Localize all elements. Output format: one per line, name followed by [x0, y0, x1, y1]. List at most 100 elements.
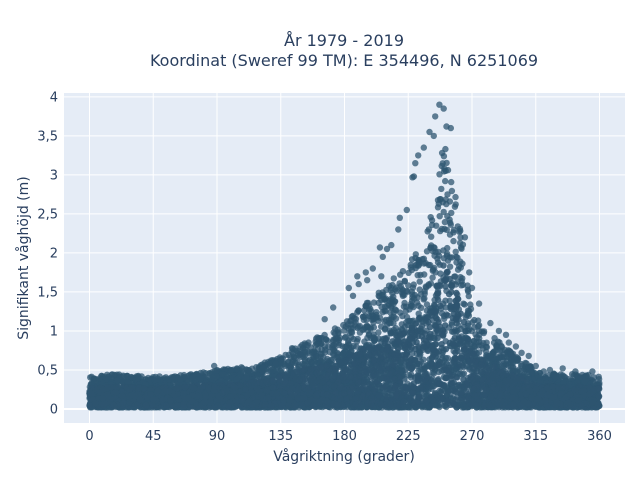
scatter-point — [418, 304, 425, 311]
scatter-points — [86, 101, 603, 411]
scatter-point — [460, 300, 467, 307]
scatter-point — [239, 365, 246, 372]
scatter-point — [453, 253, 460, 261]
scatter-point — [334, 326, 341, 333]
scatter-point — [478, 328, 486, 335]
scatter-point — [457, 244, 465, 251]
scatter-point — [483, 352, 490, 359]
scatter-point — [420, 356, 427, 363]
scatter-point — [389, 290, 396, 297]
scatter-point — [310, 348, 318, 355]
scatter-point — [438, 185, 445, 193]
scatter-point — [410, 281, 417, 288]
scatter-point — [237, 371, 244, 378]
scatter-point — [401, 277, 408, 285]
scatter-point — [209, 376, 216, 383]
scatter-point — [409, 294, 416, 301]
scatter-point — [312, 342, 319, 349]
scatter-point — [113, 377, 121, 384]
scatter-point — [96, 375, 103, 382]
scatter-point — [525, 364, 533, 371]
scatter-point — [146, 377, 154, 384]
scatter-point — [595, 373, 602, 380]
scatter-point — [392, 315, 400, 322]
scatter-point — [305, 339, 312, 346]
scatter-point — [332, 335, 339, 342]
scatter-point — [354, 335, 361, 343]
scatter-point — [493, 353, 500, 360]
scatter-point — [233, 365, 241, 373]
scatter-point — [518, 360, 525, 368]
scatter-point — [317, 357, 324, 364]
scatter-point — [436, 402, 443, 409]
scatter-point — [356, 322, 363, 330]
scatter-point — [423, 301, 431, 308]
scatter-point — [436, 213, 443, 220]
scatter-point — [453, 259, 460, 266]
scatter-point — [446, 263, 454, 270]
scatter-point — [375, 329, 382, 336]
scatter-point — [493, 346, 500, 354]
scatter-point — [444, 191, 451, 198]
scatter-point — [410, 303, 417, 311]
scatter-point — [289, 345, 296, 353]
scatter-point — [342, 333, 349, 341]
scatter-point — [421, 290, 428, 297]
scatter-point — [413, 262, 420, 269]
scatter-point — [390, 320, 397, 327]
scatter-point — [270, 367, 277, 374]
scatter-point — [428, 233, 435, 240]
scatter-point — [471, 343, 479, 350]
scatter-point — [162, 374, 170, 381]
scatter-point — [420, 296, 427, 303]
scatter-point — [590, 378, 597, 386]
scatter-point — [447, 221, 454, 228]
scatter-point — [397, 309, 404, 316]
scatter-point — [446, 297, 453, 304]
scatter-point — [381, 318, 388, 325]
scatter-point — [427, 261, 434, 269]
scatter-point — [452, 201, 459, 208]
scatter-point — [292, 355, 299, 362]
scatter-point — [324, 355, 331, 363]
scatter-point — [429, 267, 436, 274]
scatter-point — [443, 252, 451, 259]
scatter-point — [443, 226, 450, 233]
scatter-point — [348, 334, 355, 341]
scatter-point — [285, 351, 292, 359]
chart-subtitle: Koordinat (Sweref 99 TM): E 354496, N 62… — [150, 51, 538, 70]
scatter-point — [448, 209, 455, 217]
scatter-point — [450, 237, 457, 245]
scatter-point — [451, 273, 459, 280]
scatter-point — [390, 275, 397, 282]
scatter-point — [88, 373, 95, 380]
scatter-point — [365, 302, 373, 310]
scatter-point — [381, 325, 389, 332]
scatter-point — [375, 289, 382, 296]
scatter-point — [431, 244, 438, 251]
scatter-point — [379, 309, 386, 316]
scatter-point — [356, 329, 364, 336]
scatter-point — [480, 339, 487, 347]
scatter-point — [428, 217, 436, 224]
scatter-point — [416, 278, 423, 285]
scatter-point — [151, 377, 158, 384]
scatter-point — [119, 378, 126, 385]
scatter-point — [415, 367, 422, 375]
scatter-point — [440, 208, 447, 216]
scatter-point — [499, 362, 506, 370]
chart-title: År 1979 - 2019 — [284, 31, 404, 50]
scatter-point — [458, 282, 465, 289]
scatter-point — [444, 257, 452, 264]
scatter-point — [213, 373, 220, 380]
scatter-point — [324, 337, 331, 345]
scatter-point — [459, 260, 466, 267]
scatter-point — [259, 364, 267, 372]
scatter-point — [348, 317, 355, 324]
scatter-point — [457, 227, 464, 235]
scatter-point — [441, 165, 448, 172]
scatter-point — [355, 307, 362, 314]
scatter-point — [123, 372, 130, 380]
scatter-point — [387, 309, 394, 316]
